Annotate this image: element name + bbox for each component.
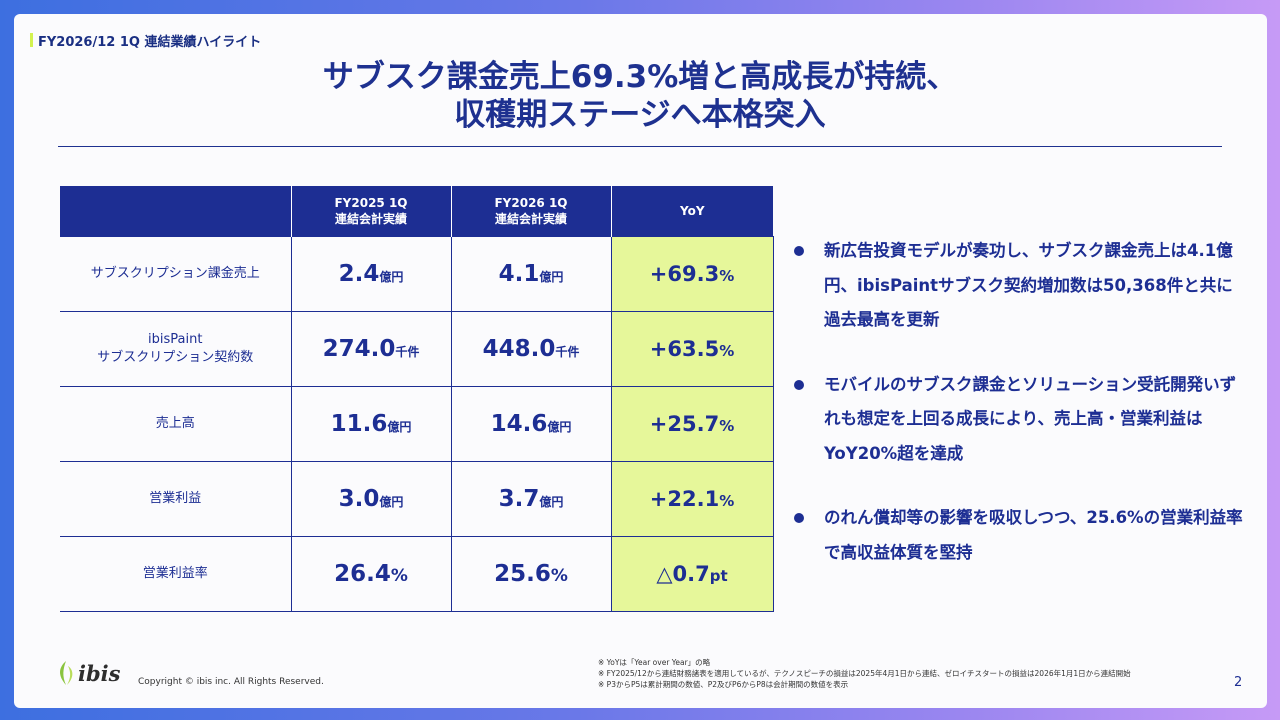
- row-label: サブスクリプション課金売上: [60, 236, 291, 312]
- yoy-cell: +63.5%: [610, 311, 774, 387]
- copyright: Copyright © ibis inc. All Rights Reserve…: [138, 677, 324, 687]
- row-label-line1: 売上高: [155, 416, 195, 431]
- fy2026-cell: 14.6億円: [450, 386, 611, 462]
- table-row: 売上高 11.6億円 14.6億円 +25.7%: [60, 386, 774, 462]
- yoy-value: +22.1: [649, 487, 720, 511]
- row-label-line1: サブスクリプション課金売上: [90, 266, 260, 281]
- header-fy2025: FY2025 1Q 連結会計実績: [290, 186, 451, 237]
- fy2026-unit: 億円: [539, 495, 564, 509]
- bullet-dot-icon: [794, 379, 804, 390]
- row-label-line2: サブスクリプション契約数: [97, 350, 254, 365]
- fy2026-cell: 4.1億円: [450, 236, 611, 312]
- fy2025-cell: 274.0千件: [290, 311, 451, 387]
- header-fy2025-line2: 連結会計実績: [334, 212, 407, 226]
- header-blank: [60, 186, 291, 237]
- footnote: ※ P3からP5は累計期間の数値、P2及びP6からP8は会計期間の数値を表示: [598, 680, 849, 689]
- bullet-text: のれん償却等の影響を吸収しつつ、25.6%の営業利益率で高収益体質を堅持: [824, 508, 1243, 562]
- yoy-unit: %: [719, 492, 735, 510]
- bullet-dot-icon: [794, 246, 804, 256]
- title-line-2: 収穫期ステージへ本格突入: [454, 97, 826, 133]
- yoy-cell: +69.3%: [610, 236, 774, 312]
- header-fy2026-line2: 連結会計実績: [494, 212, 567, 226]
- fy2026-unit: %: [550, 566, 568, 586]
- row-label: 営業利益: [60, 461, 291, 537]
- fy2025-cell: 2.4億円: [290, 236, 451, 312]
- yoy-value: +63.5: [649, 337, 720, 361]
- title-divider: [58, 146, 1222, 147]
- fy2025-unit: 億円: [379, 270, 404, 284]
- bullet-text: 新広告投資モデルが奏功し、サブスク課金売上は4.1億円、ibisPaintサブス…: [824, 241, 1233, 329]
- footnote: ※ FY2025/12から連結財務諸表を適用しているが、テクノスピーチの損益は2…: [598, 669, 1131, 678]
- section-tag-bar: [30, 33, 33, 47]
- kpi-table: FY2025 1Q 連結会計実績 FY2026 1Q 連結会計実績 YoY サブ…: [60, 186, 774, 612]
- row-label-line1: ibisPaint: [148, 332, 203, 347]
- fy2025-value: 274.0: [322, 336, 396, 362]
- fy2025-value: 26.4: [334, 561, 391, 587]
- footnotes: ※ YoYは「Year over Year」の略 ※ FY2025/12から連結…: [598, 657, 1131, 690]
- row-label: 営業利益率: [60, 536, 291, 612]
- fy2026-value: 25.6: [494, 561, 551, 587]
- fy2025-cell: 3.0億円: [290, 461, 451, 537]
- slide-title: サブスク課金売上69.3%増と高成長が持続、 収穫期ステージへ本格突入: [0, 58, 1280, 134]
- yoy-unit: %: [719, 267, 735, 285]
- page-number: 2: [1234, 675, 1243, 690]
- footnote: ※ YoYは「Year over Year」の略: [598, 658, 711, 667]
- bullet-text: モバイルのサブスク課金とソリューション受託開発いずれも想定を上回る成長により、売…: [824, 374, 1237, 463]
- bullet-dot-icon: [794, 513, 804, 523]
- header-fy2025-line1: FY2025 1Q: [334, 196, 408, 210]
- header-yoy: YoY: [610, 186, 773, 237]
- bullet-item: 新広告投資モデルが奏功し、サブスク課金売上は4.1億円、ibisPaintサブス…: [794, 234, 1254, 338]
- table-row: ibisPaint サブスクリプション契約数 274.0千件 448.0千件 +63.5…: [60, 311, 774, 387]
- fy2026-cell: 3.7億円: [450, 461, 611, 537]
- fy2026-value: 14.6: [490, 411, 548, 437]
- fy2026-value: 448.0: [482, 336, 556, 362]
- fy2025-unit: 千件: [395, 345, 420, 359]
- fy2025-cell: 26.4%: [290, 536, 451, 612]
- fy2025-unit: 億円: [379, 495, 404, 509]
- fy2026-cell: 448.0千件: [450, 311, 611, 387]
- fy2026-value: 3.7: [498, 486, 540, 512]
- bullet-list: 新広告投資モデルが奏功し、サブスク課金売上は4.1億円、ibisPaintサブス…: [794, 234, 1254, 600]
- yoy-cell: +25.7%: [610, 386, 774, 462]
- row-label-line1: 営業利益率: [142, 566, 208, 581]
- yoy-unit: %: [719, 417, 735, 435]
- table-row: 営業利益率 26.4% 25.6% △0.7pt: [60, 536, 774, 612]
- fy2026-value: 4.1: [498, 261, 540, 287]
- table-row: 営業利益 3.0億円 3.7億円 +22.1%: [60, 461, 774, 537]
- fy2025-cell: 11.6億円: [290, 386, 451, 462]
- yoy-cell: +22.1%: [610, 461, 774, 537]
- row-label-line1: 営業利益: [149, 491, 202, 506]
- title-line-1: サブスク課金売上69.3%増と高成長が持続、: [322, 59, 958, 95]
- decrease-triangle-icon: △: [656, 562, 673, 586]
- fy2026-unit: 億円: [539, 270, 564, 284]
- fy2025-value: 2.4: [338, 261, 380, 287]
- ibis-logo: ibis: [56, 660, 120, 686]
- fy2026-unit: 千件: [555, 345, 580, 359]
- yoy-cell: △0.7pt: [610, 536, 774, 612]
- section-tag-label: FY2026/12 1Q 連結業績ハイライト: [38, 34, 262, 50]
- section-tag: FY2026/12 1Q 連結業績ハイライト: [30, 31, 262, 50]
- row-label: 売上高: [60, 386, 291, 462]
- fy2025-value: 3.0: [338, 486, 380, 512]
- header-fy2026-line1: FY2026 1Q: [494, 196, 568, 210]
- yoy-unit: pt: [709, 567, 728, 585]
- yoy-unit: %: [719, 342, 735, 360]
- header-yoy-label: YoY: [679, 204, 705, 218]
- bullet-item: のれん償却等の影響を吸収しつつ、25.6%の営業利益率で高収益体質を堅持: [794, 501, 1254, 570]
- fy2025-unit: %: [390, 566, 408, 586]
- leaf-icon: [60, 661, 73, 685]
- table-row: サブスクリプション課金売上 2.4億円 4.1億円 +69.3%: [60, 236, 774, 312]
- fy2026-cell: 25.6%: [450, 536, 611, 612]
- logo-wordmark: ibis: [78, 660, 121, 686]
- header-fy2026: FY2026 1Q 連結会計実績: [450, 186, 611, 237]
- row-label: ibisPaint サブスクリプション契約数: [60, 311, 291, 387]
- fy2025-value: 11.6: [330, 411, 388, 437]
- yoy-value: +69.3: [649, 262, 720, 286]
- bullet-item: モバイルのサブスク課金とソリューション受託開発いずれも想定を上回る成長により、売…: [794, 368, 1254, 472]
- fy2026-unit: 億円: [547, 420, 572, 434]
- yoy-value: 0.7: [672, 562, 710, 586]
- yoy-value: +25.7: [649, 412, 720, 436]
- fy2025-unit: 億円: [387, 420, 412, 434]
- table-header-row: FY2025 1Q 連結会計実績 FY2026 1Q 連結会計実績 YoY: [60, 186, 773, 237]
